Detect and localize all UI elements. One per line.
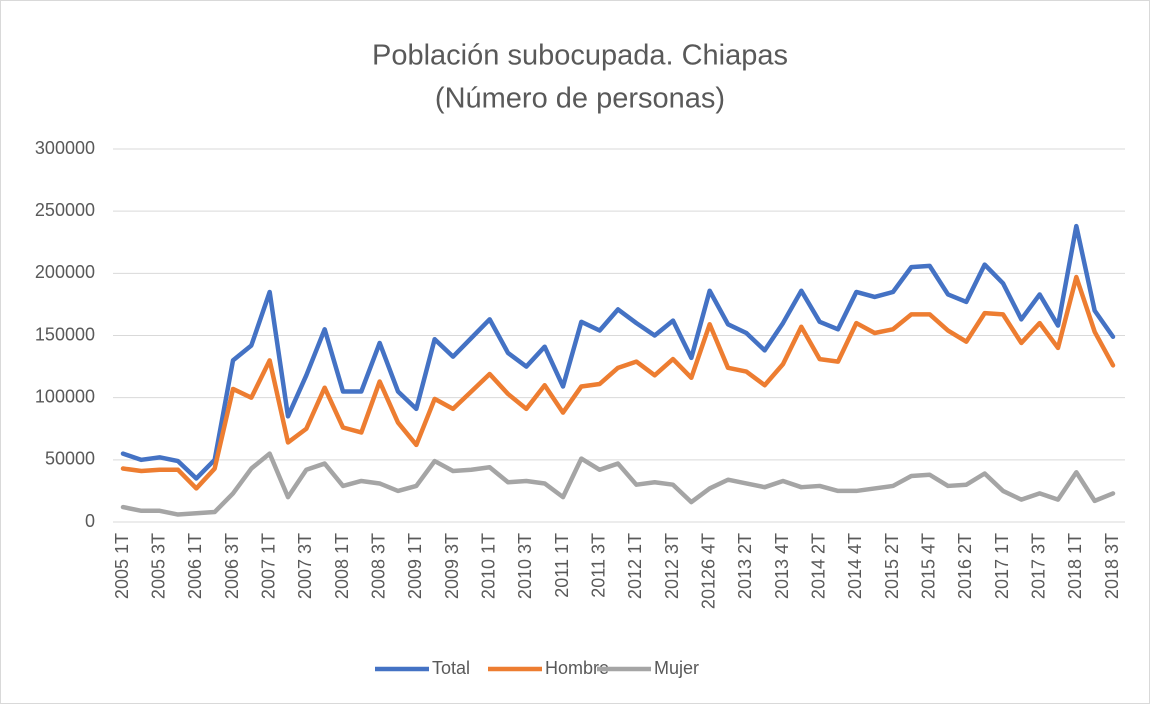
series-line — [120, 274, 1116, 491]
x-tick-label: 2010 1T — [478, 533, 498, 599]
x-tick-label: 2013 4T — [772, 533, 792, 599]
x-tick-label: 2011 3T — [588, 533, 608, 598]
x-tick-label: 2015 4T — [918, 533, 938, 599]
x-tick-label: 2007 1T — [258, 533, 278, 599]
x-tick-label: 2010 3T — [515, 533, 535, 599]
y-tick-label: 50000 — [45, 449, 95, 469]
x-tick-label: 2007 3T — [295, 533, 315, 599]
y-tick-label: 150000 — [35, 324, 95, 344]
x-tick-label: 2014 2T — [808, 533, 828, 599]
x-tick-label: 2005 1T — [112, 533, 132, 599]
chart-title: Población subocupada. Chiapas — [372, 40, 788, 72]
x-tick-label: 2008 3T — [368, 533, 388, 599]
x-tick-label: 2014 4T — [845, 533, 865, 599]
x-tick-label: 2006 1T — [185, 533, 205, 599]
x-tick-label: 2011 1T — [552, 533, 572, 598]
y-tick-label: 100000 — [35, 386, 95, 406]
x-tick-label: 2012 3T — [662, 533, 682, 599]
series-line — [120, 223, 1116, 481]
y-tick-label: 200000 — [35, 262, 95, 282]
legend-label: Mujer — [654, 658, 699, 678]
y-tick-label: 250000 — [35, 200, 95, 220]
x-tick-label: 2006 3T — [222, 533, 242, 599]
x-tick-label: 2017 1T — [992, 533, 1012, 599]
x-tick-label: 2005 3T — [148, 533, 168, 599]
x-tick-label: 2009 3T — [442, 533, 462, 599]
x-tick-label: 2013 2T — [735, 533, 755, 599]
x-tick-label: 20126 4T — [698, 533, 718, 609]
x-tick-label: 2017 3T — [1028, 533, 1048, 599]
chart-subtitle: (Número de personas) — [435, 83, 725, 115]
x-tick-label: 2018 3T — [1102, 533, 1122, 599]
x-tick-label: 2009 1T — [405, 533, 425, 599]
x-tick-label: 2015 2T — [882, 533, 902, 599]
x-tick-label: 2012 1T — [625, 533, 645, 599]
series-line — [120, 451, 1116, 517]
x-tick-label: 2018 1T — [1065, 533, 1085, 599]
x-tick-label: 2008 1T — [332, 533, 352, 599]
x-tick-label: 2016 2T — [955, 533, 975, 599]
y-tick-label: 300000 — [35, 138, 95, 158]
legend-label: Hombre — [545, 658, 609, 678]
y-tick-label: 0 — [85, 511, 95, 531]
legend-label: Total — [432, 658, 470, 678]
